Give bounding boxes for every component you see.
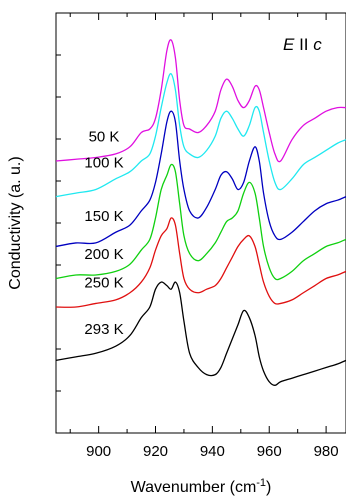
series-line	[55, 39, 346, 163]
series-line	[55, 217, 346, 308]
x-major-ticks: 900 920 940 960 980	[86, 13, 339, 460]
x-tick-label: 900	[86, 443, 111, 460]
series-line	[55, 110, 346, 248]
x-axis-label-superscript: -1	[256, 477, 266, 489]
series-label: 200 K	[84, 246, 123, 263]
annotation-e: E	[283, 35, 295, 54]
series-line	[55, 163, 346, 281]
annotation-separator: II	[294, 35, 313, 54]
x-tick-label: 980	[314, 443, 339, 460]
annotation-c: c	[313, 35, 322, 54]
curves	[55, 39, 346, 386]
x-axis-label-main: Wavenumber (cm	[131, 479, 257, 496]
series-label: 100 K	[84, 154, 123, 171]
x-axis-label: Wavenumber (cm-1)	[131, 477, 272, 496]
y-ticks	[56, 54, 61, 392]
series-label: 150 K	[84, 208, 123, 225]
series-line	[55, 281, 346, 386]
x-minor-ticks	[69, 13, 299, 433]
series-label: 250 K	[84, 274, 123, 291]
series-line	[55, 72, 346, 198]
polarization-annotation: E II c	[283, 35, 322, 54]
series-label: 293 K	[84, 321, 123, 338]
x-axis-label-tail: )	[266, 479, 271, 496]
x-tick-label: 960	[257, 443, 282, 460]
series-labels: 50 K 100 K 150 K 200 K 250 K 293 K	[84, 128, 123, 338]
series-label: 50 K	[89, 128, 120, 145]
y-axis-label: Conductivity (a. u.)	[7, 156, 24, 289]
x-tick-label: 940	[200, 443, 225, 460]
x-tick-label: 920	[143, 443, 168, 460]
